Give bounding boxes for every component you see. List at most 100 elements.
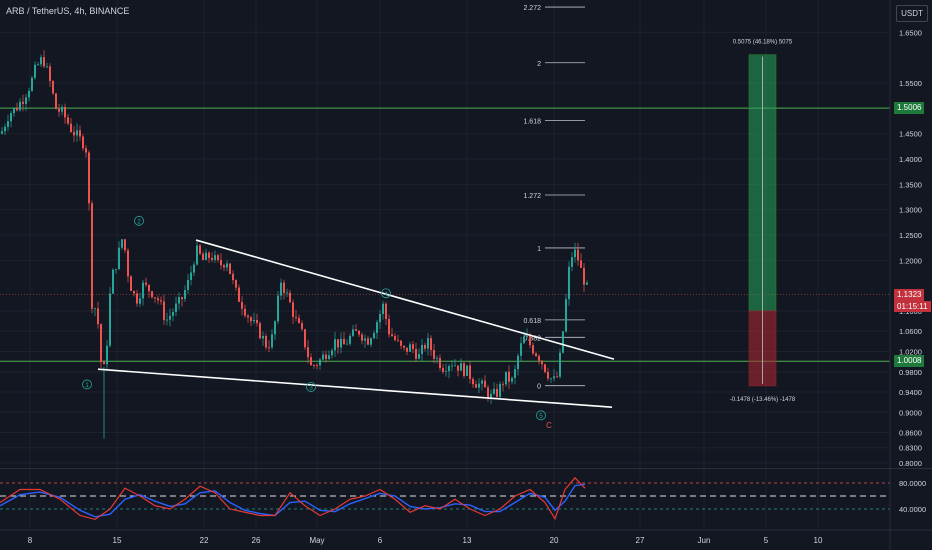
candle-body: [127, 250, 129, 277]
candle-body: [43, 57, 45, 67]
candle-body: [64, 106, 66, 118]
candle-body: [352, 329, 354, 336]
candle-body: [232, 273, 234, 281]
candle-body: [502, 383, 504, 385]
candle-body: [409, 344, 411, 352]
price-tick-label: 0.9400: [899, 388, 922, 397]
candle-body: [349, 335, 351, 344]
level-price-tag: 1.5006: [894, 102, 925, 115]
price-tick-label: 1.2000: [899, 256, 922, 265]
price-tick-label: 0.8300: [899, 444, 922, 453]
candle-body: [292, 302, 294, 317]
candle-body: [316, 365, 318, 367]
candle-body: [58, 108, 60, 112]
candle-body: [82, 136, 84, 149]
candle-body: [442, 368, 444, 372]
candle-body: [580, 260, 582, 268]
position-stop-label: -0.1478 (-13.46%) -1478: [730, 397, 796, 403]
candle-body: [454, 365, 456, 367]
candle-body: [196, 245, 198, 265]
price-tick-label: 1.0200: [899, 348, 922, 357]
candle-body: [79, 130, 81, 137]
candle-body: [154, 297, 156, 299]
candle-body: [478, 383, 480, 388]
candle-body: [382, 303, 384, 315]
price-tick-label: 1.2500: [899, 231, 922, 240]
candle-body: [328, 355, 330, 360]
candle-body: [16, 107, 18, 111]
candle-body: [271, 334, 273, 348]
candle-body: [295, 316, 297, 318]
time-tick-label: 6: [378, 536, 383, 545]
price-tick-label: 1.4000: [899, 155, 922, 164]
candle-body: [490, 393, 492, 398]
level-price-tag: 1.0008: [894, 355, 925, 368]
fib-level-label: 2.272: [523, 5, 541, 12]
candle-body: [556, 376, 558, 378]
candle-body: [301, 323, 303, 330]
candle-body: [94, 308, 96, 310]
candle-body: [265, 336, 267, 348]
candle-body: [199, 245, 201, 254]
candle-body: [391, 334, 393, 337]
candle-body: [475, 384, 477, 388]
candle-body: [424, 344, 426, 349]
candle-body: [202, 253, 204, 260]
candle-body: [226, 263, 228, 268]
candle-body: [229, 263, 231, 274]
candle-body: [499, 383, 501, 397]
candle-body: [412, 344, 414, 350]
candle-body: [421, 344, 423, 355]
candle-body: [166, 319, 168, 321]
price-tick-label: 1.3000: [899, 206, 922, 215]
wave-label-circle: [306, 382, 316, 392]
wave-label: 1: [85, 382, 89, 389]
candle-body: [583, 267, 585, 285]
candle-body: [244, 308, 246, 316]
candle-body: [205, 252, 207, 260]
candle-body: [115, 268, 117, 270]
candle-body: [13, 107, 15, 114]
candle-body: [223, 265, 225, 268]
candle-body: [142, 282, 144, 299]
candle-body: [190, 272, 192, 280]
candle-body: [214, 255, 216, 260]
fib-level-label: 1: [537, 246, 541, 253]
candle-body: [343, 338, 345, 345]
symbol-header[interactable]: ARB / TetherUS, 4h, BINANCE: [6, 6, 130, 16]
candle-body: [337, 339, 339, 348]
candle-body: [397, 339, 399, 341]
fib-level-label: 2: [537, 61, 541, 68]
candle-body: [133, 290, 135, 294]
candle-body: [70, 123, 72, 132]
candle-body: [544, 364, 546, 373]
time-tick-label: 13: [463, 536, 472, 545]
candle-body: [403, 345, 405, 348]
position-target-label: 0.5075 (46.18%) 5075: [733, 40, 793, 46]
candle-body: [157, 298, 159, 301]
trendline-upper: [195, 239, 615, 360]
candle-body: [238, 287, 240, 302]
candle-body: [103, 362, 105, 365]
wave-label: 4: [384, 291, 388, 298]
price-tick-label: 0.8000: [899, 459, 922, 468]
candle-body: [463, 363, 465, 376]
candle-body: [415, 349, 417, 359]
price-tick-label: 1.6500: [899, 28, 922, 37]
candle-body: [451, 365, 453, 367]
time-tick-label: 8: [28, 536, 33, 545]
candle-body: [496, 388, 498, 397]
candle-body: [448, 366, 450, 372]
candle-body: [331, 350, 333, 356]
candle-body: [1, 131, 3, 134]
candle-body: [121, 239, 123, 248]
candle-body: [112, 269, 114, 294]
time-tick-label: 20: [550, 536, 559, 545]
time-tick-label: 27: [636, 536, 645, 545]
candle-body: [160, 300, 162, 302]
time-tick-label: 10: [814, 536, 823, 545]
currency-unit-button[interactable]: USDT: [896, 5, 928, 22]
horizontal-levels: [0, 107, 890, 362]
